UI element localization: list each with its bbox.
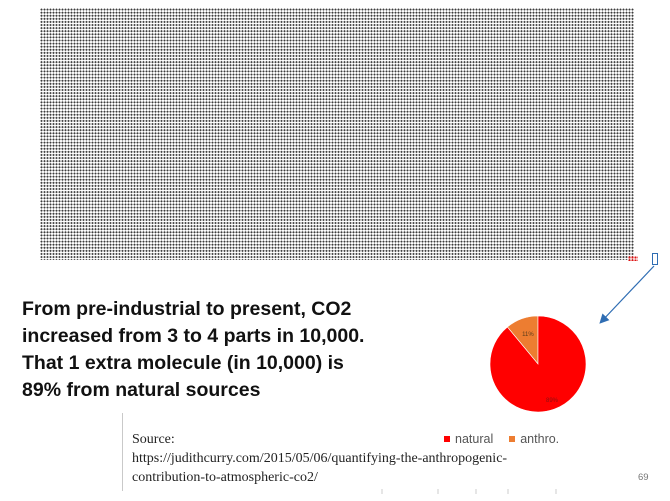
main-statement: From pre-industrial to present, CO2 incr… (22, 296, 442, 404)
source-label: Source: (132, 432, 175, 447)
legend-item-anthro: anthro. (509, 432, 559, 446)
source-url-line-2: contribution-to-atmospheric-co2/ (132, 470, 318, 485)
highlight-marker-box (652, 253, 658, 265)
page-number: 69 (638, 472, 649, 483)
legend-swatch-anthro (509, 436, 516, 442)
pie-label-natural: 89% (546, 398, 559, 404)
highlighted-dots (628, 256, 638, 261)
statement-line-2: increased from 3 to 4 parts in 10,000. (22, 325, 365, 347)
source-divider (122, 413, 123, 491)
pie-label-anthro: 11% (522, 332, 534, 338)
arrow-line (599, 265, 655, 324)
pie-slice-natural (489, 315, 587, 413)
source-citation: Source: https://judithcurry.com/2015/05/… (132, 430, 632, 487)
pie-legend: natural anthro. (444, 431, 575, 447)
statement-line-1: From pre-industrial to present, CO2 (22, 298, 352, 320)
statement-line-4: 89% from natural sources (22, 379, 261, 401)
legend-swatch-natural (444, 436, 450, 442)
source-url-line-1: https://judithcurry.com/2015/05/06/quant… (132, 451, 508, 466)
co2-source-pie-chart: 11% 89% (489, 315, 587, 413)
legend-label-natural: natural (455, 432, 494, 446)
statement-line-3: That 1 extra molecule (in 10,000) is (22, 352, 344, 374)
molecule-dot-grid (40, 8, 634, 260)
legend-label-anthro: anthro. (520, 432, 560, 446)
legend-item-natural: natural (444, 432, 493, 446)
decorative-tick-marks (381, 489, 557, 494)
